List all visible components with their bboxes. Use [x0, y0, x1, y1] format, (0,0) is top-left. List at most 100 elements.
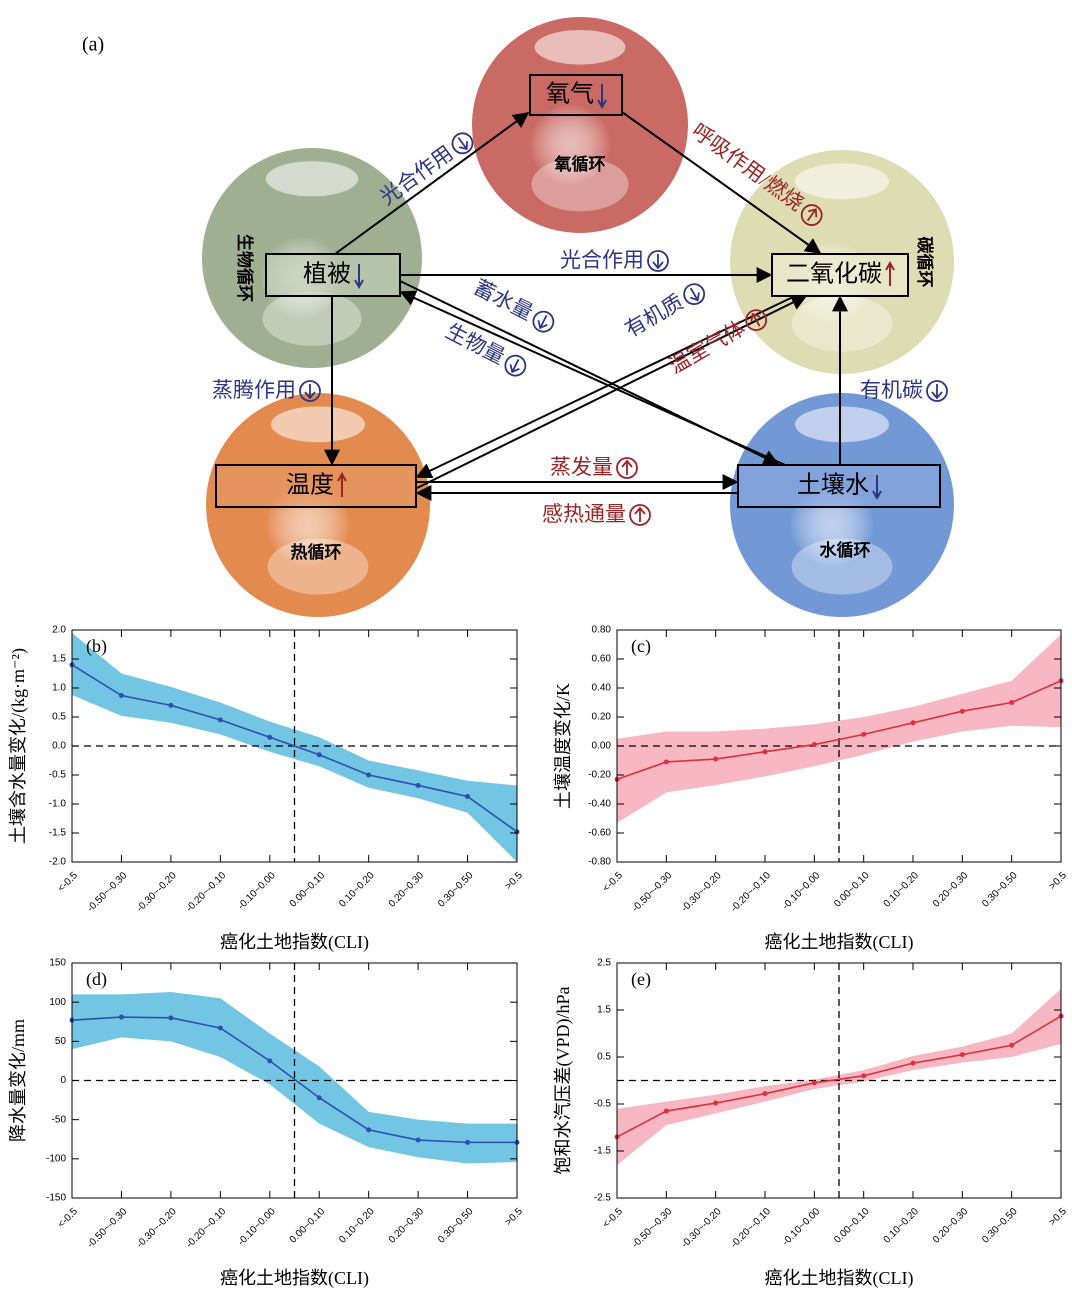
x-tick-label: 0.10~0.20	[882, 1206, 922, 1246]
x-tick-label: >0.5	[1047, 870, 1069, 892]
x-tick-label: -0.20~-0.10	[184, 1206, 228, 1250]
data-point	[267, 735, 272, 740]
panel-label: (a)	[82, 34, 104, 56]
x-tick-label: 0.20~0.30	[387, 1206, 427, 1246]
data-point	[119, 693, 124, 698]
x-tick-label: 0.30~0.50	[436, 870, 476, 910]
y-tick-label: -100	[46, 1153, 66, 1164]
y-axis-label: 土壤温度变化/K	[553, 683, 573, 809]
x-tick-label: -0.30~-0.20	[680, 1206, 724, 1250]
y-tick-label: 0.60	[592, 654, 612, 665]
edge-label-group: 光合作用	[375, 127, 476, 210]
data-point	[168, 703, 173, 708]
data-point	[218, 717, 223, 722]
y-tick-label: -1.5	[594, 1146, 612, 1157]
x-tick-label: >0.5	[1047, 1206, 1069, 1228]
x-tick-label: -0.10~0.00	[236, 870, 278, 912]
y-tick-label: -2.5	[594, 1193, 612, 1204]
x-tick-label: >0.5	[503, 1206, 525, 1228]
y-tick-label: -0.5	[49, 770, 67, 781]
box-label: 植被	[303, 261, 351, 288]
edge-label: 有机质	[621, 290, 688, 342]
y-tick-label: 150	[49, 958, 66, 969]
data-point	[911, 1061, 916, 1066]
arrow	[401, 292, 785, 465]
x-tick-label: 0.30~0.50	[980, 870, 1020, 910]
x-tick-label: -0.50~-0.30	[630, 1206, 674, 1250]
y-tick-label: 100	[49, 997, 66, 1008]
data-point	[911, 720, 916, 725]
x-tick-label: >0.5	[503, 870, 525, 892]
edge-label-group: 蒸发量	[550, 455, 637, 479]
x-tick-label: -0.30~-0.20	[135, 870, 179, 914]
edge-label: 有机碳	[860, 378, 923, 402]
edge-label-group: 感热通量	[542, 502, 650, 526]
y-tick-label: -0.40	[588, 799, 611, 810]
y-tick-label: 0.5	[597, 1052, 611, 1063]
cycle-label: 生物循环	[234, 234, 255, 302]
y-tick-label: -0.5	[594, 1099, 612, 1110]
y-tick-label: 0.40	[592, 683, 612, 694]
data-point	[1009, 1043, 1014, 1048]
y-tick-label: 0.0	[52, 741, 66, 752]
data-point	[168, 1015, 173, 1020]
data-point	[465, 794, 470, 799]
x-tick-label: 0.00~0.10	[832, 1206, 872, 1246]
x-tick-label: -0.50~-0.30	[630, 870, 674, 914]
x-tick-label: -0.10~0.00	[781, 870, 823, 912]
edge-label-group: 蒸腾作用	[212, 378, 320, 402]
data-point	[763, 749, 768, 754]
data-point	[960, 709, 965, 714]
x-tick-label: -0.10~0.00	[236, 1206, 278, 1248]
edge-label: 感热通量	[542, 502, 626, 526]
box-label: 氧气	[546, 81, 594, 108]
x-tick-label: 0.30~0.50	[436, 1206, 476, 1246]
edge-label-group: 光合作用	[560, 248, 668, 272]
y-tick-label: -0.80	[588, 857, 611, 868]
edge-label-group: 生物量	[442, 319, 530, 380]
x-axis-label: 癌化土地指数(CLI)	[765, 1268, 914, 1289]
y-tick-label: -2.0	[49, 857, 67, 868]
y-tick-label: 0.00	[592, 741, 612, 752]
x-tick-label: -0.50~-0.30	[85, 1206, 129, 1250]
x-tick-label: <-0.5	[56, 1206, 80, 1230]
data-point	[366, 773, 371, 778]
sphere-highlight	[535, 30, 626, 65]
x-tick-label: 0.10~0.20	[882, 870, 922, 910]
panel-label: (b)	[86, 636, 107, 657]
edge-label: 温室气体	[665, 316, 750, 379]
y-tick-label: 2.0	[52, 625, 66, 636]
x-tick-label: -0.10~0.00	[781, 1206, 823, 1248]
box-label: 土壤水	[797, 472, 869, 499]
data-point	[317, 752, 322, 757]
y-tick-label: 0.5	[52, 712, 66, 723]
data-point	[465, 1140, 470, 1145]
data-point	[812, 1080, 817, 1085]
data-point	[713, 757, 718, 762]
x-tick-label: -0.20~-0.10	[729, 1206, 773, 1250]
box-label: 二氧化碳	[786, 261, 882, 288]
x-tick-label: 0.10~0.20	[337, 1206, 377, 1246]
panel-label: (d)	[86, 969, 107, 990]
panel-label: (c)	[631, 636, 651, 657]
data-point	[218, 1026, 223, 1031]
x-tick-label: 0.30~0.50	[980, 1206, 1020, 1246]
data-point	[416, 1138, 421, 1143]
data-point	[416, 783, 421, 788]
y-axis-label: 降水量变化/mm	[8, 1019, 28, 1142]
data-point	[366, 1127, 371, 1132]
edge-label: 光合作用	[375, 141, 457, 210]
cycle-label: 水循环	[820, 540, 871, 561]
data-point	[1009, 700, 1014, 705]
data-point	[664, 759, 669, 764]
edge-label-group: 蓄水量	[470, 275, 558, 336]
x-tick-label: 0.20~0.30	[931, 1206, 971, 1246]
x-tick-label: <-0.5	[601, 1206, 625, 1230]
x-axis-label: 癌化土地指数(CLI)	[765, 932, 914, 953]
x-tick-label: -0.50~-0.30	[85, 870, 129, 914]
data-point	[763, 1091, 768, 1096]
y-tick-label: 1.5	[52, 654, 66, 665]
data-point	[664, 1109, 669, 1114]
data-point	[317, 1095, 322, 1100]
x-tick-label: 0.20~0.30	[387, 870, 427, 910]
